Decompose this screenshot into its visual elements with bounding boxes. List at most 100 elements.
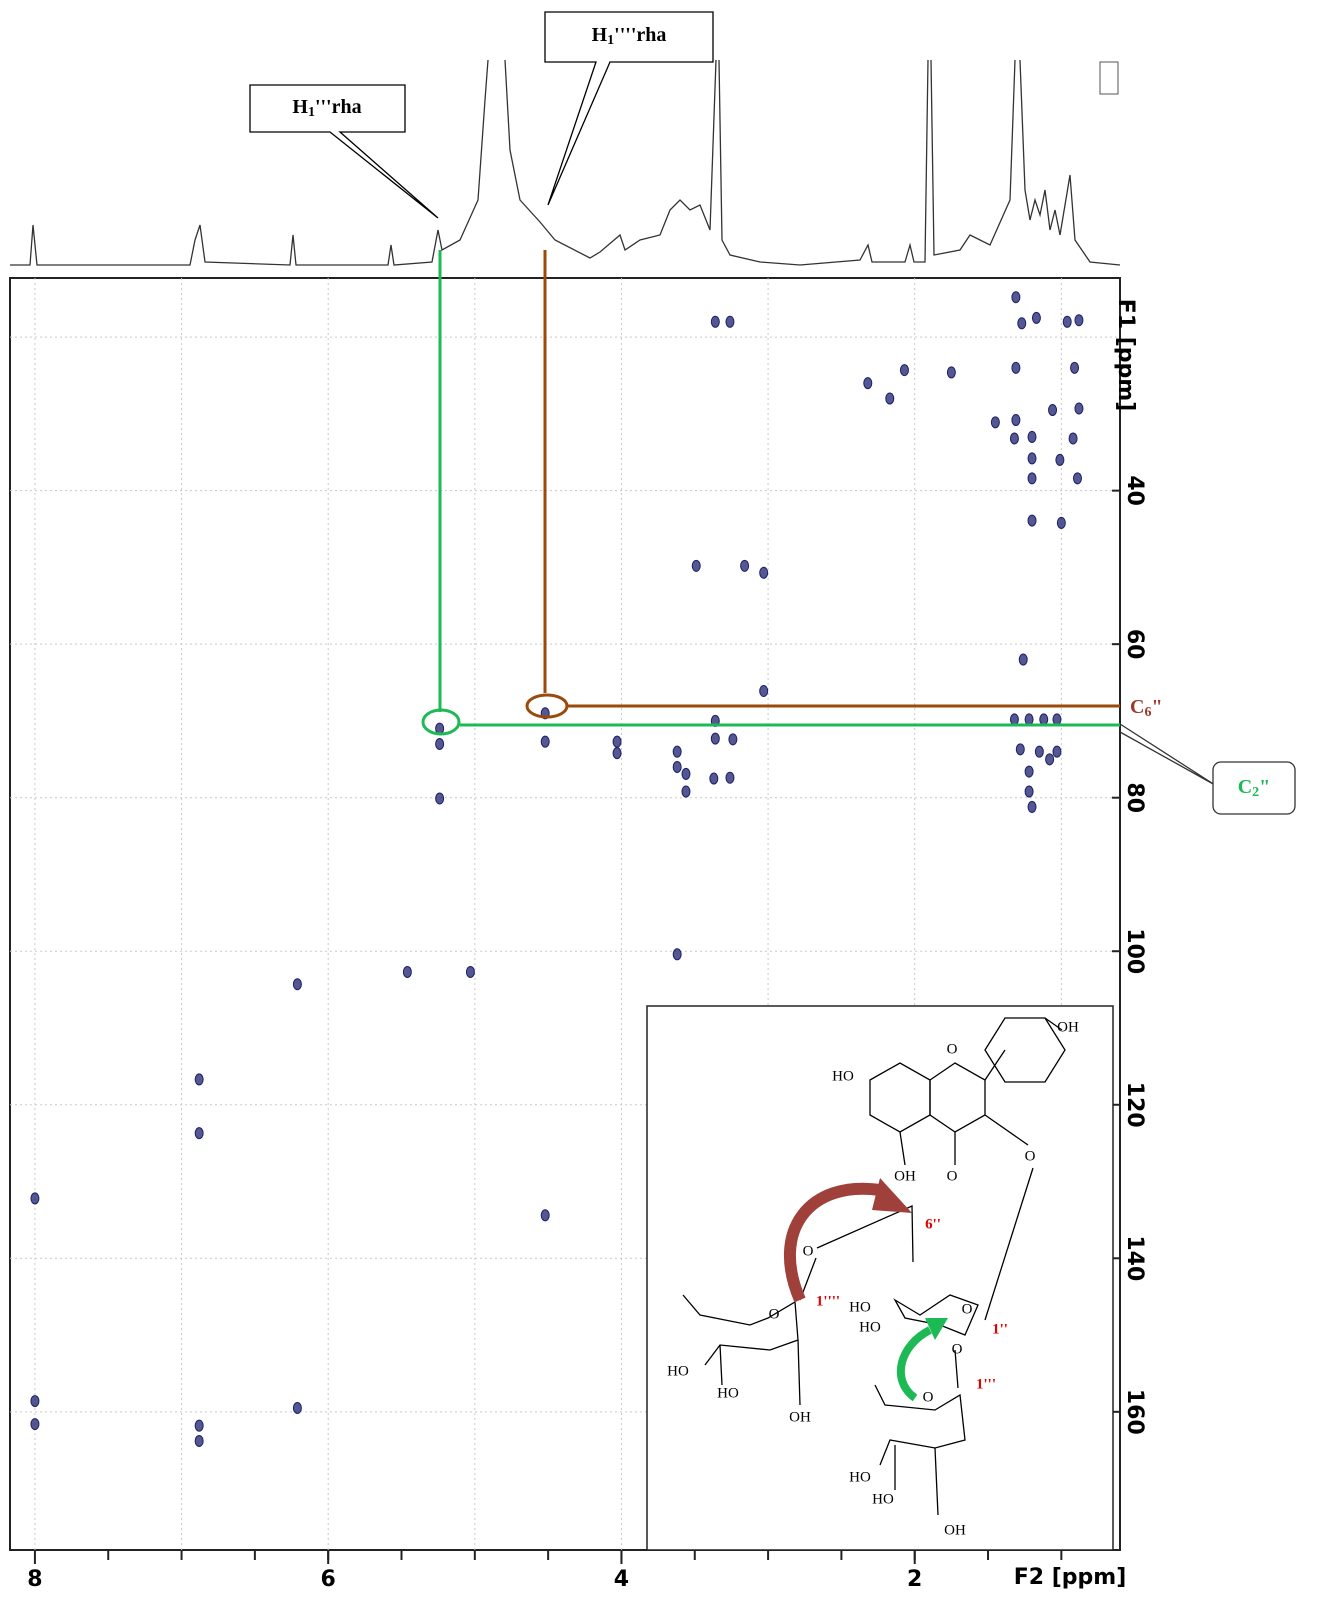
cross-peak [540, 735, 550, 748]
structure-label: OH [1057, 1019, 1079, 1035]
structure-label: O [803, 1243, 814, 1259]
structure-label: HO [859, 1319, 881, 1335]
cross-peak [292, 978, 302, 991]
cross-peak [30, 1418, 40, 1431]
y-tick-label: 40 [1122, 475, 1147, 506]
cross-peak [681, 785, 691, 798]
structure-label: OH [944, 1522, 966, 1538]
cross-peak [194, 1434, 204, 1447]
cross-peak [728, 733, 738, 746]
cross-peak [1072, 472, 1082, 485]
structure-label: 1'' [992, 1321, 1008, 1337]
cross-peak [1009, 432, 1019, 445]
highlight-c6 [525, 693, 569, 719]
cross-peak [709, 772, 719, 785]
cross-peak [1068, 432, 1078, 445]
cross-peak [672, 745, 682, 758]
cross-peak [194, 1419, 204, 1432]
y-tick-label: 140 [1122, 1235, 1147, 1281]
cross-peak [1011, 361, 1021, 374]
cross-peak [990, 416, 1000, 429]
cross-peak [292, 1401, 302, 1414]
structure-label: 1'''' [816, 1293, 840, 1309]
cross-peak [435, 737, 445, 750]
cross-peak [1024, 765, 1034, 778]
cross-peak [402, 965, 412, 978]
cross-peak [1056, 516, 1066, 529]
cross-peak [885, 392, 895, 405]
cross-peak [1011, 291, 1021, 304]
annotation: H1'''rha [292, 96, 361, 121]
cross-peak [194, 1073, 204, 1086]
inset-frame [646, 1005, 1114, 1551]
callout-box [249, 84, 439, 219]
cross-peak [1027, 472, 1037, 485]
cross-peak [1027, 514, 1037, 527]
cross-peak [710, 315, 720, 328]
structure-label: 1''' [976, 1376, 996, 1392]
cross-peak [194, 1127, 204, 1140]
highlight-c2 [421, 708, 461, 736]
cross-peak [1024, 713, 1034, 726]
guides [421, 250, 1216, 786]
cross-peak [899, 364, 909, 377]
grid: 8 6 4 2 40 60 80 100 120 140 160 [10, 278, 1147, 1592]
cross-peak [465, 965, 475, 978]
cross-peak [691, 559, 701, 572]
x-tick-label: 6 [321, 1567, 336, 1592]
y-axis-label: F1 [ppm] [1113, 299, 1138, 412]
structure-label: HO [849, 1469, 871, 1485]
structure-label: O [962, 1301, 973, 1317]
annotation: H1''''rha [592, 24, 667, 49]
cross-peak [30, 1395, 40, 1408]
y-tick-label: 100 [1122, 928, 1147, 974]
cross-peak [1034, 745, 1044, 758]
cross-peak [1027, 452, 1037, 465]
cross-peak [725, 771, 735, 784]
cross-peak [1048, 404, 1058, 417]
callout-box [1212, 761, 1296, 815]
cross-peak [540, 1209, 550, 1222]
cross-peak [1062, 315, 1072, 328]
structure-label: HO [717, 1385, 739, 1401]
cross-peak [1017, 317, 1027, 330]
callout-box [544, 11, 714, 206]
cross-peak [612, 735, 622, 748]
hmbc-arrow [784, 1182, 881, 1303]
cross-peak [435, 792, 445, 805]
cross-peak [1039, 713, 1049, 726]
cross-peak [1011, 414, 1021, 427]
annotation: C2" [1238, 776, 1271, 801]
scale-box [1099, 61, 1119, 95]
cross-peak [1052, 713, 1062, 726]
y-tick-label: 60 [1122, 629, 1147, 660]
y-tick-label: 120 [1122, 1082, 1147, 1128]
structure-label: HO [849, 1299, 871, 1315]
plot-frame [9, 277, 1121, 1551]
y-tick-label: 160 [1122, 1389, 1147, 1435]
x-tick-label: 4 [614, 1567, 629, 1592]
hmbc-arrow [896, 1326, 932, 1402]
cross-peak [1027, 430, 1037, 443]
projection-spectrum [10, 59, 1121, 266]
structure-label: O [952, 1341, 963, 1357]
structure-label: OH [894, 1168, 916, 1184]
structure-label: O [769, 1306, 780, 1322]
cross-peak [1024, 785, 1034, 798]
x-tick-label: 2 [907, 1567, 922, 1592]
cross-peak [1015, 743, 1025, 756]
cross-peak [672, 948, 682, 961]
callout-pointer [1119, 723, 1216, 786]
cross-peak [672, 760, 682, 773]
cross-peak [1074, 402, 1084, 415]
cross-peak [1031, 311, 1041, 324]
hmbc-arrowhead [925, 1318, 948, 1340]
cross-peak [725, 315, 735, 328]
structure-label: 6'' [925, 1216, 941, 1232]
cross-peak [740, 559, 750, 572]
bonds [682, 1017, 1066, 1516]
cross-peak [1052, 745, 1062, 758]
cross-peak [1018, 653, 1028, 666]
cross-peak [946, 366, 956, 379]
